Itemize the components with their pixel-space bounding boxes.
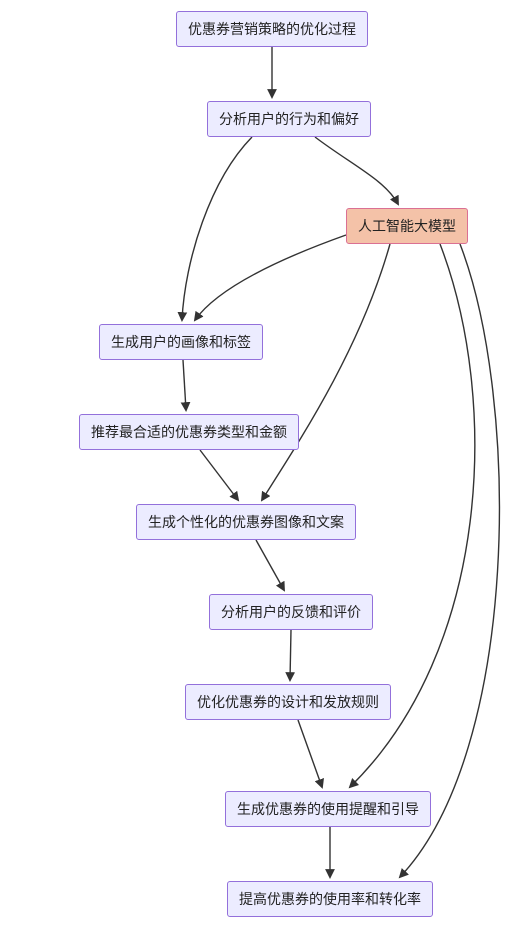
flow-edge-n6-n7 xyxy=(290,630,291,680)
flow-edge-n3-n4 xyxy=(183,360,186,410)
flow-node-n9: 提高优惠券的使用率和转化率 xyxy=(227,881,433,917)
flow-edge-n7-n8 xyxy=(298,720,322,787)
flow-edge-n4-n5 xyxy=(200,450,238,500)
flow-node-label: 提高优惠券的使用率和转化率 xyxy=(239,889,421,909)
flow-edge-n1-n2 xyxy=(315,137,398,204)
flow-node-n4: 推荐最合适的优惠券类型和金额 xyxy=(79,414,299,450)
flow-node-label: 优化优惠券的设计和发放规则 xyxy=(197,692,379,712)
flow-edge-n2-n9 xyxy=(400,244,499,877)
flow-node-label: 优惠券营销策略的优化过程 xyxy=(188,19,356,39)
flow-edge-n5-n6 xyxy=(256,540,284,590)
flow-node-label: 生成用户的画像和标签 xyxy=(111,332,251,352)
flow-node-label: 生成个性化的优惠券图像和文案 xyxy=(148,512,344,532)
flow-node-n2: 人工智能大模型 xyxy=(346,208,468,244)
flow-node-label: 分析用户的反馈和评价 xyxy=(221,602,361,622)
flow-node-n1: 分析用户的行为和偏好 xyxy=(207,101,371,137)
flow-node-label: 分析用户的行为和偏好 xyxy=(219,109,359,129)
flow-edge-n2-n3 xyxy=(195,235,346,320)
flow-edge-n2-n5 xyxy=(262,244,390,500)
flow-node-n5: 生成个性化的优惠券图像和文案 xyxy=(136,504,356,540)
flow-node-n6: 分析用户的反馈和评价 xyxy=(209,594,373,630)
flow-node-n7: 优化优惠券的设计和发放规则 xyxy=(185,684,391,720)
flow-edge-n1-n3 xyxy=(182,137,252,320)
flow-node-label: 生成优惠券的使用提醒和引导 xyxy=(237,799,419,819)
flow-node-label: 人工智能大模型 xyxy=(358,216,456,236)
flow-node-n3: 生成用户的画像和标签 xyxy=(99,324,263,360)
flow-node-n0: 优惠券营销策略的优化过程 xyxy=(176,11,368,47)
flow-node-n8: 生成优惠券的使用提醒和引导 xyxy=(225,791,431,827)
flow-node-label: 推荐最合适的优惠券类型和金额 xyxy=(91,422,287,442)
